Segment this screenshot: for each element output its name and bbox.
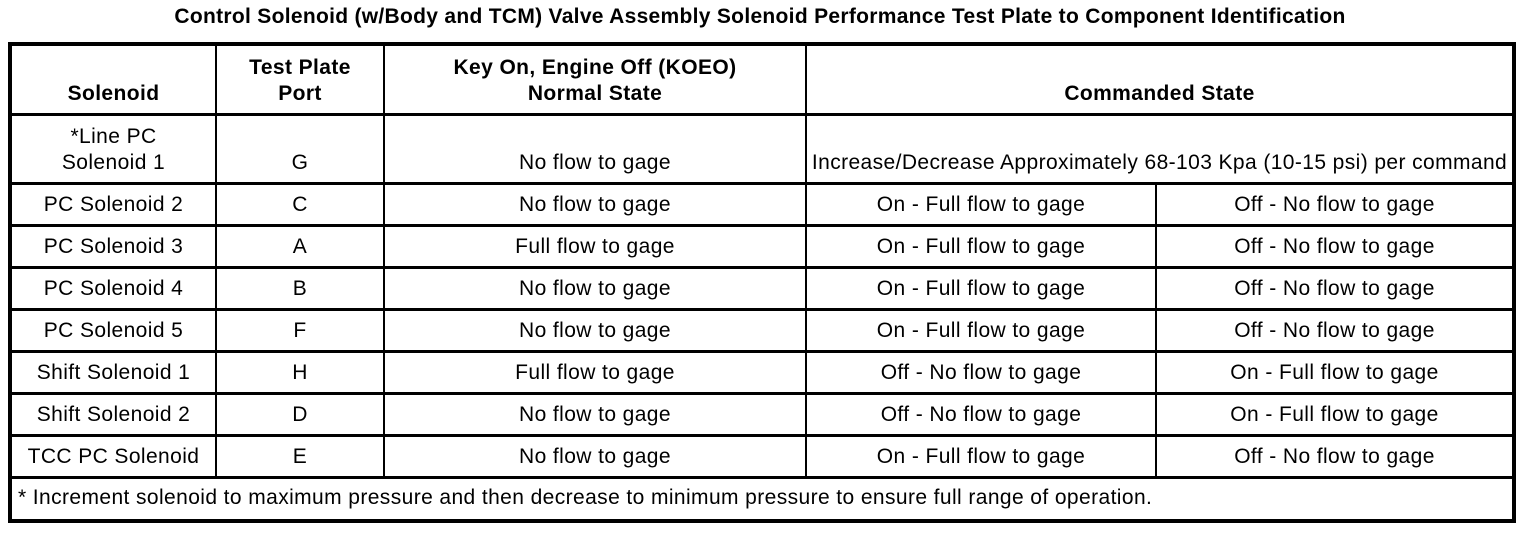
commanded-state-cell: Increase/Decrease Approximately 68-103 K… xyxy=(805,112,1515,185)
koeo-cell: No flow to gage xyxy=(383,112,807,185)
port-cell: G xyxy=(215,112,385,185)
commanded-state-cell-1: On - Full flow to gage xyxy=(805,265,1157,311)
commanded-state-cell-2: Off - No flow to gage xyxy=(1155,433,1515,479)
col-header-commanded-state: Commanded State xyxy=(805,42,1515,116)
solenoid-cell: Shift Solenoid 2 xyxy=(9,391,217,437)
footnote-cell: * Increment solenoid to maximum pressure… xyxy=(9,475,1515,523)
col-header-solenoid: Solenoid xyxy=(9,42,217,116)
commanded-state-cell-2: Off - No flow to gage xyxy=(1155,223,1515,269)
table-row: PC Solenoid 2 C No flow to gage On - Ful… xyxy=(9,181,1515,227)
koeo-cell: No flow to gage xyxy=(383,181,807,227)
table-row: Shift Solenoid 2 D No flow to gage Off -… xyxy=(9,391,1515,437)
koeo-cell: Full flow to gage xyxy=(383,349,807,395)
port-cell: E xyxy=(215,433,385,479)
footnote-row: * Increment solenoid to maximum pressure… xyxy=(9,475,1515,523)
table-row: PC Solenoid 5 F No flow to gage On - Ful… xyxy=(9,307,1515,353)
table-row: PC Solenoid 3 A Full flow to gage On - F… xyxy=(9,223,1515,269)
commanded-state-cell-1: On - Full flow to gage xyxy=(805,223,1157,269)
port-cell: B xyxy=(215,265,385,311)
port-cell: H xyxy=(215,349,385,395)
table-row: PC Solenoid 4 B No flow to gage On - Ful… xyxy=(9,265,1515,311)
commanded-state-cell-2: Off - No flow to gage xyxy=(1155,181,1515,227)
commanded-state-cell-1: Off - No flow to gage xyxy=(805,391,1157,437)
col-header-test-plate-port: Test Plate Port xyxy=(215,42,385,116)
table-row: *Line PC Solenoid 1 G No flow to gage In… xyxy=(9,112,1515,185)
commanded-state-cell-1: On - Full flow to gage xyxy=(805,181,1157,227)
solenoid-cell: PC Solenoid 2 xyxy=(9,181,217,227)
port-cell: A xyxy=(215,223,385,269)
koeo-cell: Full flow to gage xyxy=(383,223,807,269)
commanded-state-cell-1: On - Full flow to gage xyxy=(805,307,1157,353)
koeo-cell: No flow to gage xyxy=(383,265,807,311)
port-cell: C xyxy=(215,181,385,227)
page-title: Control Solenoid (w/Body and TCM) Valve … xyxy=(174,5,1346,28)
port-cell: D xyxy=(215,391,385,437)
solenoid-cell: PC Solenoid 4 xyxy=(9,265,217,311)
solenoid-cell: *Line PC Solenoid 1 xyxy=(9,112,217,185)
solenoid-cell: PC Solenoid 3 xyxy=(9,223,217,269)
solenoid-cell: Shift Solenoid 1 xyxy=(9,349,217,395)
table-row: TCC PC Solenoid E No flow to gage On - F… xyxy=(9,433,1515,479)
koeo-cell: No flow to gage xyxy=(383,433,807,479)
commanded-state-cell-2: Off - No flow to gage xyxy=(1155,265,1515,311)
table-row: Shift Solenoid 1 H Full flow to gage Off… xyxy=(9,349,1515,395)
commanded-state-cell-1: Off - No flow to gage xyxy=(805,349,1157,395)
header-row: Solenoid Test Plate Port Key On, Engine … xyxy=(9,42,1515,116)
port-cell: F xyxy=(215,307,385,353)
koeo-cell: No flow to gage xyxy=(383,391,807,437)
koeo-cell: No flow to gage xyxy=(383,307,807,353)
commanded-state-cell-2: On - Full flow to gage xyxy=(1155,391,1515,437)
col-header-koeo-normal-state: Key On, Engine Off (KOEO) Normal State xyxy=(383,42,807,116)
commanded-state-cell-2: Off - No flow to gage xyxy=(1155,307,1515,353)
solenoid-performance-table: Solenoid Test Plate Port Key On, Engine … xyxy=(8,42,1516,523)
solenoid-cell: PC Solenoid 5 xyxy=(9,307,217,353)
solenoid-cell: TCC PC Solenoid xyxy=(9,433,217,479)
commanded-state-cell-1: On - Full flow to gage xyxy=(805,433,1157,479)
commanded-state-cell-2: On - Full flow to gage xyxy=(1155,349,1515,395)
